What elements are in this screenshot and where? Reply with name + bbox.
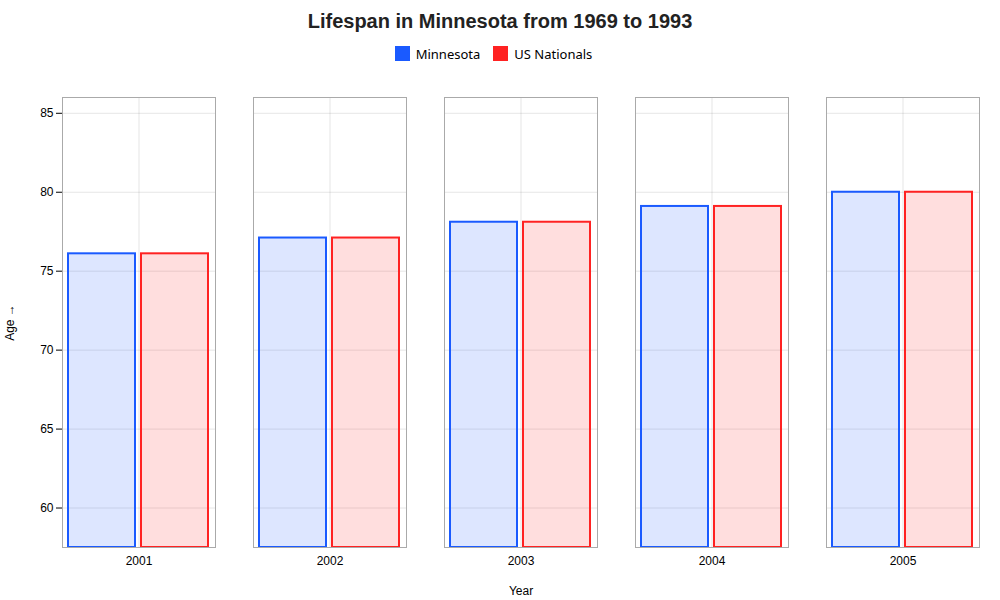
svg-text:2002: 2002 xyxy=(317,554,344,568)
svg-text:2003: 2003 xyxy=(508,554,535,568)
svg-text:2001: 2001 xyxy=(126,554,153,568)
svg-text:80: 80 xyxy=(40,185,54,199)
svg-text:Age →: Age → xyxy=(3,304,17,341)
html-text:US Nationals: US Nationals xyxy=(514,44,593,63)
svg-text:65: 65 xyxy=(40,421,54,435)
svg-text:2005: 2005 xyxy=(890,554,917,568)
svg-text:Year: Year xyxy=(509,583,533,597)
svg-text:2004: 2004 xyxy=(699,554,726,568)
html-text:Lifespan in Minnesota from 196: Lifespan in Minnesota from 1969 to 1993 xyxy=(307,10,693,32)
svg-text:70: 70 xyxy=(40,342,54,356)
html-text:Minnesota: Minnesota xyxy=(415,44,481,63)
svg-text:60: 60 xyxy=(40,500,54,514)
svg-text:75: 75 xyxy=(40,264,54,278)
svg-text:85: 85 xyxy=(40,106,54,120)
